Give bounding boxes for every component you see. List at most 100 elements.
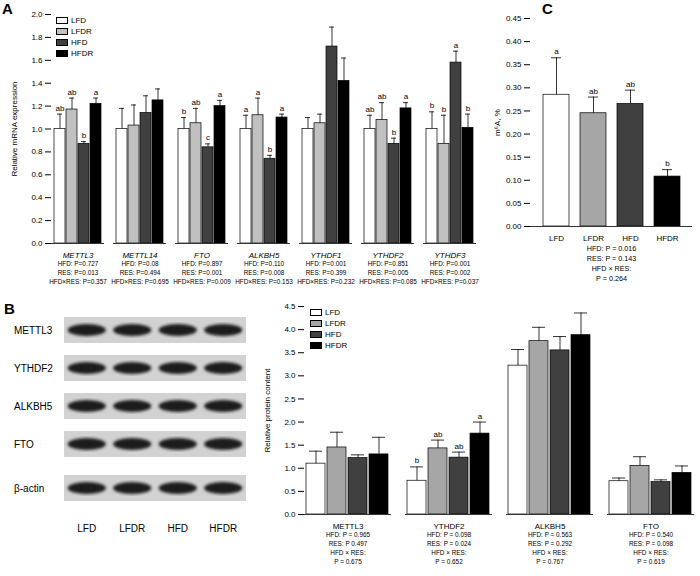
svg-text:0.8: 0.8 xyxy=(31,147,43,156)
svg-text:1.2: 1.2 xyxy=(31,102,43,111)
svg-text:HFD: P = 0.016: HFD: P = 0.016 xyxy=(587,244,637,253)
svg-text:HFD×RES: P=0.009: HFD×RES: P=0.009 xyxy=(173,278,231,285)
svg-text:HFD×RES: P=0.085: HFD×RES: P=0.085 xyxy=(359,278,417,285)
svg-text:FTO: FTO xyxy=(14,439,34,450)
svg-text:P = 0.652: P = 0.652 xyxy=(435,558,463,565)
svg-text:0.20: 0.20 xyxy=(506,130,522,139)
svg-text:0.10: 0.10 xyxy=(506,176,522,185)
svg-text:RES: P 0.497: RES: P 0.497 xyxy=(329,540,368,547)
svg-text:0.6: 0.6 xyxy=(31,170,43,179)
svg-text:1.0: 1.0 xyxy=(284,464,296,473)
svg-text:HFD: HFD xyxy=(622,234,639,243)
svg-text:0.00: 0.00 xyxy=(506,222,522,231)
svg-text:b: b xyxy=(442,105,447,114)
svg-text:ab: ab xyxy=(68,88,77,97)
svg-text:HFDR: HFDR xyxy=(656,234,678,243)
svg-text:P = 0.675: P = 0.675 xyxy=(334,558,362,565)
svg-text:HFD×RES: P=0.153: HFD×RES: P=0.153 xyxy=(235,278,293,285)
svg-text:HFD: HFD xyxy=(167,523,188,534)
svg-text:a: a xyxy=(218,90,223,99)
svg-text:RES: P=0.494: RES: P=0.494 xyxy=(120,269,161,276)
svg-text:P = 0.264: P = 0.264 xyxy=(596,274,627,283)
svg-text:1.5: 1.5 xyxy=(284,441,296,450)
svg-text:RES: P=0.008: RES: P=0.008 xyxy=(244,269,285,276)
svg-text:a: a xyxy=(244,105,249,114)
svg-text:β-actin: β-actin xyxy=(14,483,44,494)
svg-text:b: b xyxy=(182,107,187,116)
svg-text:b: b xyxy=(466,104,471,113)
svg-text:c: c xyxy=(206,133,210,142)
svg-text:LFD: LFD xyxy=(77,523,96,534)
svg-text:HFD×RES: P=0.357: HFD×RES: P=0.357 xyxy=(49,278,107,285)
svg-text:a: a xyxy=(454,41,459,50)
svg-text:ab: ab xyxy=(626,80,635,89)
svg-text:ab: ab xyxy=(366,105,375,114)
svg-text:HFD×RES: P=0.037: HFD×RES: P=0.037 xyxy=(421,278,479,285)
svg-text:HFD × RES:: HFD × RES: xyxy=(431,549,467,556)
svg-text:ab: ab xyxy=(589,87,598,96)
svg-text:2.0: 2.0 xyxy=(31,10,43,19)
svg-text:0.45: 0.45 xyxy=(506,14,522,23)
svg-text:1.0: 1.0 xyxy=(31,125,43,134)
svg-text:RES: P = 0.143: RES: P = 0.143 xyxy=(587,254,637,263)
svg-text:a: a xyxy=(94,88,99,97)
svg-text:RES: P = 0.098: RES: P = 0.098 xyxy=(629,540,674,547)
svg-text:b: b xyxy=(665,159,670,168)
svg-text:0.0: 0.0 xyxy=(31,239,43,248)
svg-text:METTL3: METTL3 xyxy=(14,325,53,336)
svg-text:b: b xyxy=(82,131,87,140)
svg-text:RES: P = 0.292: RES: P = 0.292 xyxy=(528,540,573,547)
svg-text:Relative mRNA expression: Relative mRNA expression xyxy=(10,81,19,176)
svg-text:RES: P=0.399: RES: P=0.399 xyxy=(306,269,347,276)
svg-text:HFD: P=0.001: HFD: P=0.001 xyxy=(430,260,471,267)
svg-text:a: a xyxy=(280,104,285,113)
svg-text:RES: P=0.001: RES: P=0.001 xyxy=(182,269,223,276)
svg-text:HFD × RES:: HFD × RES: xyxy=(532,549,568,556)
svg-text:m⁶A, %: m⁶A, % xyxy=(493,109,502,136)
svg-text:HFD: P = 0.563: HFD: P = 0.563 xyxy=(528,531,573,538)
svg-text:RES: P=0.013: RES: P=0.013 xyxy=(58,269,99,276)
svg-text:0.05: 0.05 xyxy=(506,199,522,208)
svg-text:RES: P=0.002: RES: P=0.002 xyxy=(430,269,471,276)
svg-text:0.2: 0.2 xyxy=(31,216,43,225)
svg-text:HFD: P=0.727: HFD: P=0.727 xyxy=(58,260,99,267)
svg-text:ab: ab xyxy=(192,98,201,107)
svg-text:YTHDF2: YTHDF2 xyxy=(14,363,53,374)
svg-text:a: a xyxy=(404,92,409,101)
svg-text:HFD × RES:: HFD × RES: xyxy=(592,264,632,273)
svg-text:HFD: P=0.001: HFD: P=0.001 xyxy=(306,260,347,267)
svg-text:HFD: P=0.897: HFD: P=0.897 xyxy=(182,260,223,267)
svg-text:LFD: LFD xyxy=(549,234,564,243)
svg-text:a: a xyxy=(478,412,483,421)
svg-text:0.35: 0.35 xyxy=(506,60,522,69)
svg-text:HFD: P = 0.540: HFD: P = 0.540 xyxy=(629,531,674,538)
svg-text:b: b xyxy=(415,456,420,465)
svg-text:Relative protein content: Relative protein content xyxy=(263,368,272,453)
svg-text:1.6: 1.6 xyxy=(31,56,43,65)
svg-text:RES: P = 0.024: RES: P = 0.024 xyxy=(427,540,472,547)
svg-text:0.40: 0.40 xyxy=(506,37,522,46)
svg-text:a: a xyxy=(256,88,261,97)
svg-text:0.0: 0.0 xyxy=(284,510,296,519)
svg-text:b: b xyxy=(392,128,397,137)
svg-text:0.5: 0.5 xyxy=(284,487,296,496)
svg-text:LFDR: LFDR xyxy=(583,234,604,243)
svg-text:HFD × RES:: HFD × RES: xyxy=(330,549,366,556)
svg-text:HFD: P=0.08: HFD: P=0.08 xyxy=(121,260,159,267)
svg-text:3.0: 3.0 xyxy=(284,371,296,380)
svg-text:ab: ab xyxy=(455,442,464,451)
svg-text:1.8: 1.8 xyxy=(31,33,43,42)
svg-text:a: a xyxy=(554,47,559,56)
svg-text:P = 0.619: P = 0.619 xyxy=(637,558,665,565)
svg-text:HFD: P=0.851: HFD: P=0.851 xyxy=(368,260,409,267)
svg-text:P = 0.767: P = 0.767 xyxy=(536,558,564,565)
svg-text:1.4: 1.4 xyxy=(31,79,43,88)
svg-text:b: b xyxy=(268,145,273,154)
svg-text:0.30: 0.30 xyxy=(506,83,522,92)
svg-text:ab: ab xyxy=(378,92,387,101)
svg-text:HFDR: HFDR xyxy=(209,523,237,534)
svg-text:LFDR: LFDR xyxy=(119,523,145,534)
svg-text:ab: ab xyxy=(56,104,65,113)
svg-text:b: b xyxy=(430,101,435,110)
svg-text:0.4: 0.4 xyxy=(31,193,43,202)
